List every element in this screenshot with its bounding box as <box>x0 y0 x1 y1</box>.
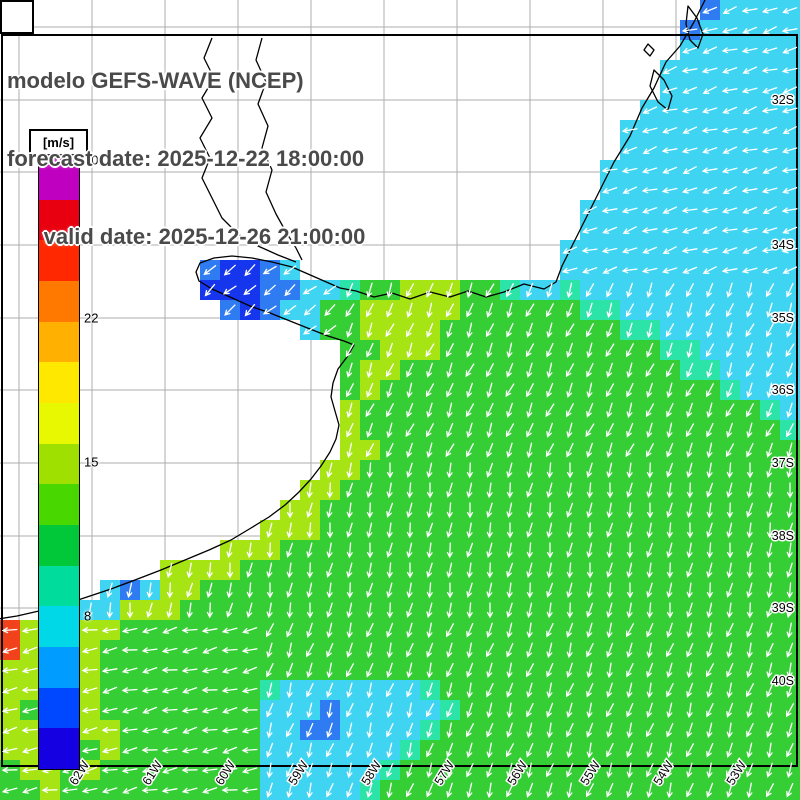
colorbar-band <box>39 565 79 607</box>
lat-label-32S: 32S <box>772 93 794 107</box>
plot-frame <box>1 34 798 767</box>
title-block: modelo GEFS-WAVE (NCEP) forecast date: 2… <box>7 16 365 302</box>
river-path <box>255 37 303 261</box>
forecast-date: forecast date: 2025-12-22 18:00:00 <box>7 146 365 171</box>
colorbar-tick-8: 8 <box>84 608 92 624</box>
colorbar-band <box>39 484 79 526</box>
valid-date: valid date: 2025-12-26 21:00:00 <box>7 224 366 249</box>
colorbar-band <box>39 281 79 322</box>
river-path <box>199 37 297 263</box>
lat-label-35S: 35S <box>772 311 794 325</box>
colorbar-band <box>39 525 79 566</box>
colorbar-band <box>39 199 79 241</box>
colorbar-band <box>39 647 79 688</box>
lat-label-37S: 37S <box>772 456 794 470</box>
colorbar-band <box>39 687 79 729</box>
lat-label-34S: 34S <box>772 238 794 252</box>
colorbar-band <box>39 240 79 282</box>
coastline-path <box>0 0 706 620</box>
lagoon-outline <box>643 43 655 57</box>
colorbar-band <box>39 159 79 200</box>
colorbar-band <box>39 403 79 444</box>
colorbar-tick-15: 15 <box>84 454 99 470</box>
colorbar-band <box>39 728 79 770</box>
colorbar-gradient <box>38 158 80 770</box>
model-title: modelo GEFS-WAVE (NCEP) <box>7 68 304 93</box>
colorbar-tick-22: 22 <box>84 310 99 326</box>
colorbar-band <box>39 321 79 363</box>
lat-label-39S: 39S <box>772 601 794 615</box>
colorbar-band <box>39 443 79 485</box>
lagoon-outline <box>685 5 704 49</box>
lat-label-38S: 38S <box>772 529 794 543</box>
wave-direction-arrows <box>1 6 798 799</box>
colorbar-band <box>39 362 79 404</box>
colorbar-band <box>39 606 79 648</box>
lat-label-40S: 40S <box>772 674 794 688</box>
corner-box <box>0 0 34 34</box>
lat-label-36S: 36S <box>772 383 794 397</box>
colorbar-tick-30: 30 <box>84 152 99 168</box>
colorbar-unit-label: [m/s] <box>29 129 88 156</box>
